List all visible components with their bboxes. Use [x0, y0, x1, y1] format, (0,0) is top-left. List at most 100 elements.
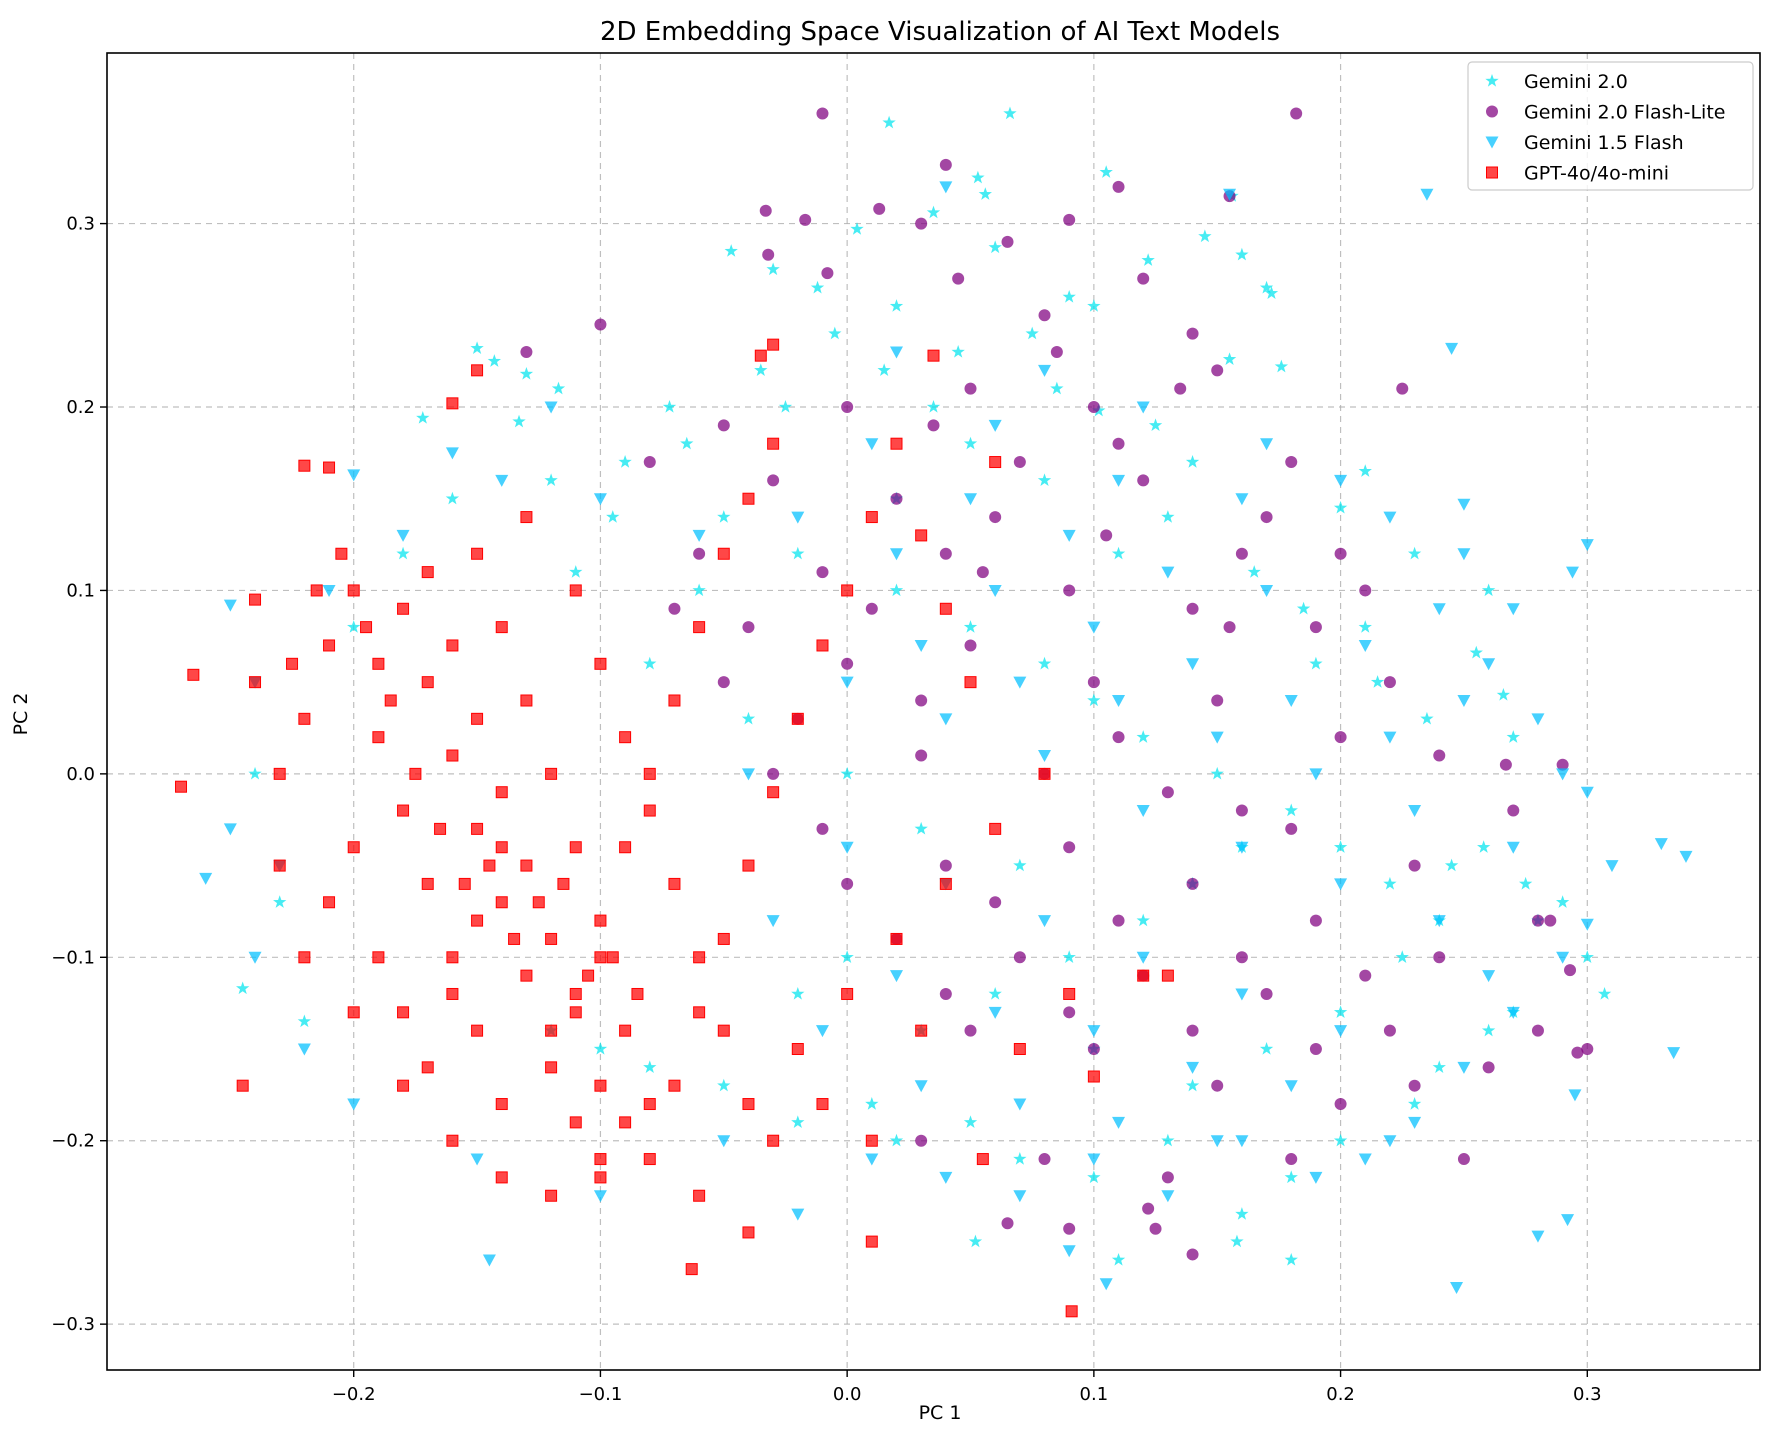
- data-point: [298, 951, 311, 964]
- data-point: [766, 262, 780, 276]
- data-point: [310, 584, 323, 597]
- data-point: [495, 1171, 508, 1184]
- data-point: [1136, 401, 1150, 414]
- data-point: [1358, 639, 1372, 652]
- data-point: [1556, 758, 1569, 771]
- data-point: [1037, 656, 1052, 670]
- data-point: [1469, 645, 1483, 659]
- data-point: [471, 914, 484, 927]
- data-point: [1284, 1252, 1298, 1266]
- x-axis-label: PC 1: [919, 1402, 962, 1424]
- data-point: [717, 932, 730, 945]
- data-point: [631, 987, 644, 1000]
- data-point: [1235, 1207, 1249, 1220]
- data-point: [1531, 914, 1544, 927]
- data-point: [1296, 601, 1311, 615]
- data-point: [1334, 474, 1348, 487]
- data-point: [889, 299, 904, 312]
- data-point: [1432, 603, 1446, 616]
- data-point: [1580, 918, 1594, 931]
- data-point: [1087, 1043, 1100, 1056]
- data-point: [458, 877, 471, 890]
- data-point: [865, 1134, 878, 1147]
- data-point: [416, 411, 430, 424]
- data-point: [569, 1006, 582, 1019]
- data-point: [1260, 987, 1273, 1000]
- data-point: [1013, 1190, 1027, 1203]
- data-point: [1050, 381, 1064, 395]
- data-point: [471, 1024, 484, 1037]
- data-point: [717, 510, 731, 523]
- data-point: [1223, 188, 1237, 201]
- data-point: [889, 970, 903, 983]
- data-point: [1309, 1171, 1323, 1184]
- data-point: [495, 1098, 508, 1111]
- data-point: [865, 602, 878, 615]
- y-tick-label: −0.1: [51, 947, 95, 968]
- data-point: [754, 363, 768, 376]
- y-tick-label: 0.2: [66, 397, 95, 418]
- data-point: [1408, 805, 1422, 818]
- data-point: [643, 1098, 656, 1111]
- data-point: [680, 436, 694, 450]
- data-point: [1062, 289, 1076, 303]
- data-point: [1333, 840, 1348, 853]
- data-point: [483, 859, 496, 872]
- data-point: [742, 492, 755, 505]
- data-point: [1274, 359, 1289, 373]
- data-point: [1518, 876, 1533, 890]
- data-point: [1407, 1097, 1422, 1110]
- data-point: [1235, 247, 1249, 261]
- data-point: [1013, 456, 1026, 469]
- data-point: [1161, 566, 1175, 579]
- data-point: [323, 639, 336, 652]
- data-point: [939, 1171, 953, 1184]
- data-point: [520, 345, 533, 358]
- data-point: [767, 1134, 780, 1147]
- data-point: [692, 583, 706, 597]
- data-point: [873, 202, 886, 215]
- data-point: [421, 877, 434, 890]
- data-point: [643, 1153, 656, 1166]
- data-point: [1087, 1070, 1100, 1083]
- data-point: [1185, 455, 1200, 468]
- data-point: [1571, 1046, 1584, 1059]
- data-point: [693, 951, 706, 964]
- data-point: [175, 780, 188, 793]
- y-tick-label: 0.0: [66, 764, 95, 785]
- data-point: [1136, 951, 1150, 964]
- data-point: [1112, 180, 1125, 193]
- data-point: [952, 272, 965, 285]
- data-point: [1136, 913, 1150, 927]
- data-point: [1161, 969, 1174, 982]
- data-point: [446, 1134, 459, 1147]
- data-point: [1185, 1078, 1200, 1092]
- x-tick-label: 0.3: [1573, 1384, 1602, 1405]
- chart-title: 2D Embedding Space Visualization of AI T…: [600, 17, 1280, 47]
- data-point: [1112, 474, 1126, 487]
- data-point: [396, 529, 410, 542]
- data-point: [915, 1134, 928, 1147]
- data-point: [939, 713, 953, 726]
- data-point: [1309, 914, 1322, 927]
- data-point: [693, 1189, 706, 1202]
- data-point: [1284, 1080, 1298, 1093]
- data-point: [482, 1254, 496, 1267]
- data-point: [1099, 1278, 1113, 1291]
- data-point: [594, 1079, 607, 1092]
- data-point: [298, 459, 311, 472]
- data-point: [446, 639, 459, 652]
- data-point: [396, 546, 410, 560]
- data-point: [372, 657, 385, 670]
- data-point: [643, 656, 657, 670]
- data-point: [1358, 1153, 1372, 1166]
- data-point: [1112, 1116, 1126, 1129]
- data-point: [1087, 1170, 1101, 1184]
- data-point: [1408, 859, 1421, 872]
- x-tick-label: 0.0: [833, 1384, 862, 1405]
- data-point: [1235, 951, 1248, 964]
- data-point: [828, 326, 842, 340]
- data-point: [742, 1098, 755, 1111]
- data-point: [816, 639, 829, 652]
